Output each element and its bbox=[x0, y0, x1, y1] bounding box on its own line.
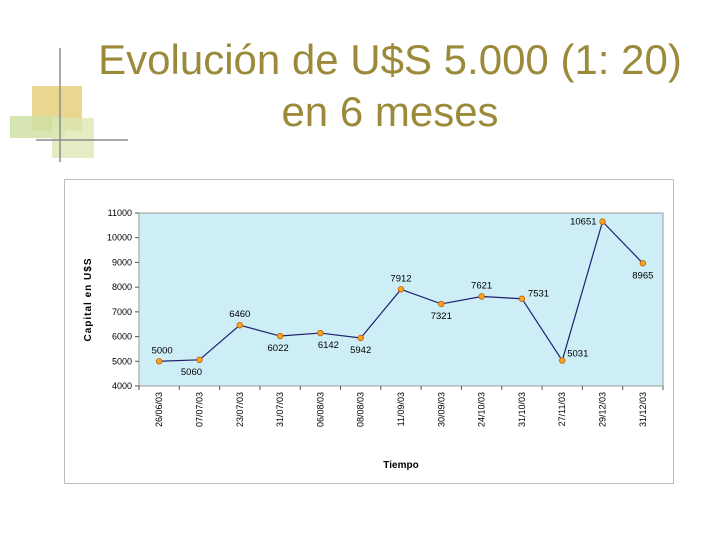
data-point bbox=[438, 300, 445, 308]
slide-title-line2: en 6 meses bbox=[281, 88, 499, 135]
x-tick-label: 23/07/03 bbox=[235, 392, 245, 427]
y-tick-label: 5000 bbox=[112, 356, 132, 366]
data-point bbox=[559, 357, 566, 364]
x-tick-label: 26/06/03 bbox=[154, 392, 164, 427]
x-tick-label: 31/10/03 bbox=[517, 392, 527, 427]
y-tick-label: 8000 bbox=[112, 282, 132, 292]
y-tick-label: 4000 bbox=[112, 381, 132, 391]
line-chart: 4000 5000 6000 7000 8000 9000 10000 11000 Capita… bbox=[83, 208, 664, 471]
slide-title: Evolución de U$S 5.000 (1: 20) en 6 mese… bbox=[60, 34, 720, 138]
x-tick-label: 27/11/03 bbox=[557, 392, 567, 426]
x-tick-label: 31/12/03 bbox=[638, 392, 648, 427]
corner-decoration bbox=[10, 48, 128, 162]
x-tick-label: 29/12/03 bbox=[598, 392, 608, 427]
y-tick-label: 7000 bbox=[112, 307, 132, 317]
slide-title-line1: Evolución de U$S 5.000 (1: 20) bbox=[98, 36, 682, 83]
chart-container: 4000 5000 6000 7000 8000 9000 10000 11000 Capita… bbox=[64, 179, 674, 484]
plot-area bbox=[138, 212, 664, 387]
x-tick-label: 11/09/03 bbox=[396, 392, 406, 426]
x-tick-label: 08/08/03 bbox=[356, 392, 366, 427]
data-label: 5942 bbox=[350, 345, 371, 356]
x-tick-label: 07/07/03 bbox=[194, 392, 204, 427]
data-label: 5031 bbox=[567, 349, 588, 360]
x-tick-label: 06/08/03 bbox=[315, 392, 325, 427]
y-tick-label: 10000 bbox=[107, 233, 132, 243]
data-label: 6142 bbox=[318, 340, 339, 351]
data-label: 8965 bbox=[632, 270, 653, 281]
x-axis-title: Tiempo bbox=[383, 460, 418, 471]
data-point bbox=[639, 260, 647, 267]
x-tick-label: 24/10/03 bbox=[477, 392, 487, 427]
data-point bbox=[357, 334, 364, 342]
data-label: 5000 bbox=[152, 345, 173, 356]
data-point bbox=[397, 286, 405, 293]
y-tick-label: 11000 bbox=[108, 208, 132, 218]
data-label: 6022 bbox=[268, 343, 289, 354]
y-tick-label: 6000 bbox=[112, 332, 132, 342]
data-label: 7912 bbox=[390, 273, 411, 284]
x-tick-label: 31/07/03 bbox=[275, 392, 285, 427]
data-label: 10651 bbox=[570, 217, 596, 228]
data-point bbox=[599, 218, 606, 225]
y-tick-label: 9000 bbox=[112, 257, 132, 267]
data-point bbox=[155, 358, 163, 365]
data-point bbox=[317, 329, 324, 337]
data-point bbox=[276, 332, 284, 340]
data-point bbox=[236, 322, 243, 329]
data-label: 6460 bbox=[229, 309, 250, 320]
data-point bbox=[478, 293, 485, 300]
data-label: 7321 bbox=[431, 311, 452, 322]
data-label: 7621 bbox=[471, 281, 492, 292]
deco-square-green-large bbox=[10, 116, 65, 138]
x-tick-label: 30/09/03 bbox=[436, 392, 446, 427]
data-label: 5060 bbox=[181, 367, 202, 378]
data-point bbox=[196, 356, 203, 364]
deco-square-green-small bbox=[52, 118, 94, 158]
data-point bbox=[518, 295, 526, 302]
data-label: 7531 bbox=[528, 289, 549, 300]
y-axis-title: Capital en U$S bbox=[83, 257, 94, 341]
